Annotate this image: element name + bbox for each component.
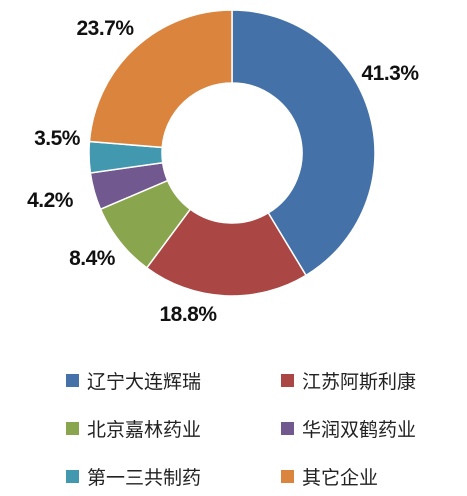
legend-label: 江苏阿斯利康: [302, 370, 417, 393]
legend-item-beijing-jialin[interactable]: 北京嘉林药业: [66, 414, 281, 442]
donut-slice[interactable]: [231, 9, 376, 277]
data-label: 4.2%: [27, 189, 74, 212]
legend-label: 北京嘉林药业: [87, 418, 202, 441]
legend-label: 辽宁大连辉瑞: [87, 370, 202, 393]
legend-label: 其它企业: [302, 466, 379, 489]
data-label: 18.8%: [159, 303, 217, 326]
legend-swatch: [281, 469, 294, 483]
legend-swatch: [281, 421, 294, 435]
legend-swatch: [281, 373, 294, 387]
data-label: 3.5%: [34, 127, 81, 150]
donut-slice[interactable]: [145, 208, 308, 297]
legend-item-daiichi-sankyo[interactable]: 第一三共制药: [66, 462, 281, 490]
donut-slices: [88, 9, 376, 297]
legend-item-huarun-shuanghe[interactable]: 华润双鹤药业: [281, 414, 456, 442]
data-labels: 41.3% 18.8% 8.4% 4.2% 3.5% 23.7%: [27, 17, 420, 326]
data-label: 23.7%: [76, 17, 134, 40]
legend-item-liaoning-dalian-pfizer[interactable]: 辽宁大连辉瑞: [66, 366, 281, 394]
data-label: 8.4%: [69, 247, 116, 270]
donut-chart: 41.3% 18.8% 8.4% 4.2% 3.5% 23.7%: [27, 9, 420, 326]
data-label: 41.3%: [361, 62, 419, 85]
donut-slice[interactable]: [88, 9, 233, 149]
legend-item-other-companies[interactable]: 其它企业: [281, 462, 456, 490]
legend: 辽宁大连辉瑞 江苏阿斯利康 北京嘉林药业 华润双鹤药业 第一三共制药 其它企业: [66, 366, 456, 490]
legend-label: 华润双鹤药业: [302, 418, 417, 441]
legend-swatch: [66, 373, 79, 387]
legend-label: 第一三共制药: [87, 466, 202, 489]
legend-swatch: [66, 421, 79, 435]
legend-item-jiangsu-astrazeneca[interactable]: 江苏阿斯利康: [281, 366, 456, 394]
legend-swatch: [66, 469, 79, 483]
